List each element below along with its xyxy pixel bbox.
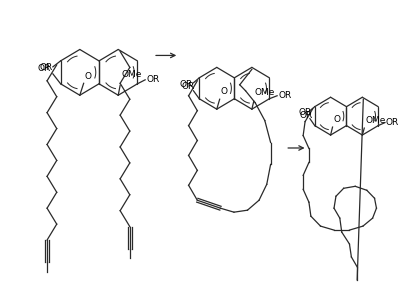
- Text: O: O: [334, 115, 340, 124]
- Text: O: O: [85, 72, 92, 81]
- Text: O: O: [221, 87, 228, 96]
- Text: OR: OR: [299, 111, 312, 120]
- Text: OR: OR: [386, 118, 399, 127]
- Text: OR: OR: [180, 80, 193, 89]
- Text: OR: OR: [39, 63, 53, 72]
- Text: OMe: OMe: [365, 116, 386, 125]
- Text: OMe: OMe: [255, 88, 275, 97]
- Text: OMe: OMe: [121, 70, 142, 79]
- Text: OR: OR: [298, 108, 312, 117]
- Text: OR: OR: [38, 64, 51, 73]
- Text: OR: OR: [146, 75, 159, 84]
- Text: OR: OR: [278, 91, 291, 100]
- Text: OR: OR: [182, 82, 195, 91]
